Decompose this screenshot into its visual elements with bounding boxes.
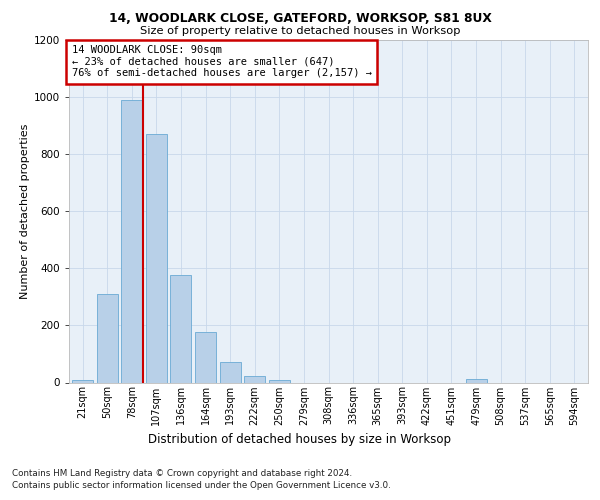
Bar bbox=[97, 294, 118, 382]
Y-axis label: Number of detached properties: Number of detached properties bbox=[20, 124, 29, 299]
Bar bbox=[466, 379, 487, 382]
Bar bbox=[195, 332, 216, 382]
Bar bbox=[244, 376, 265, 382]
Text: 14 WOODLARK CLOSE: 90sqm
← 23% of detached houses are smaller (647)
76% of semi-: 14 WOODLARK CLOSE: 90sqm ← 23% of detach… bbox=[71, 45, 371, 78]
Bar bbox=[121, 100, 142, 382]
Bar bbox=[146, 134, 167, 382]
Text: Contains public sector information licensed under the Open Government Licence v3: Contains public sector information licen… bbox=[12, 481, 391, 490]
Text: Contains HM Land Registry data © Crown copyright and database right 2024.: Contains HM Land Registry data © Crown c… bbox=[12, 469, 352, 478]
Text: Size of property relative to detached houses in Worksop: Size of property relative to detached ho… bbox=[140, 26, 460, 36]
Bar bbox=[72, 380, 93, 382]
Bar bbox=[170, 276, 191, 382]
Text: 14, WOODLARK CLOSE, GATEFORD, WORKSOP, S81 8UX: 14, WOODLARK CLOSE, GATEFORD, WORKSOP, S… bbox=[109, 12, 491, 25]
Bar bbox=[269, 380, 290, 382]
Text: Distribution of detached houses by size in Worksop: Distribution of detached houses by size … bbox=[149, 432, 452, 446]
Bar bbox=[220, 362, 241, 382]
